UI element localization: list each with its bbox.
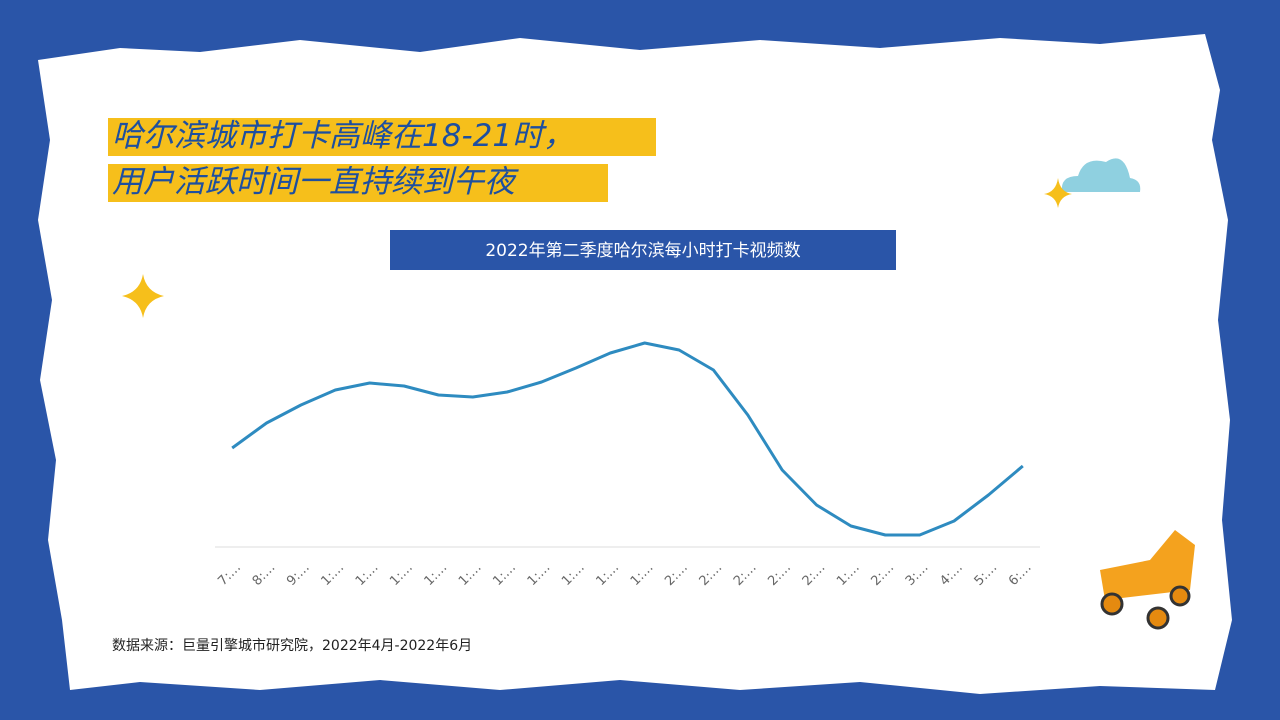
skate xyxy=(1100,530,1195,630)
title-highlight xyxy=(108,118,656,156)
line-series xyxy=(231,341,1024,537)
source: 数据来源：巨量引擎城市研究院，2022年4月-2022年6月 xyxy=(112,637,472,654)
sparkle xyxy=(1044,178,1072,208)
headline: 用户活跃时间一直持续到午夜 xyxy=(112,164,519,200)
chart-title: 2022年第二季度哈尔滨每小时打卡视频数 xyxy=(485,241,800,261)
subtitle-banner xyxy=(390,230,896,270)
title-highlight xyxy=(108,164,608,202)
sparkle xyxy=(122,274,164,318)
headline: 哈尔滨城市打卡高峰在18-21时， xyxy=(112,118,574,154)
cloud xyxy=(1061,158,1141,192)
